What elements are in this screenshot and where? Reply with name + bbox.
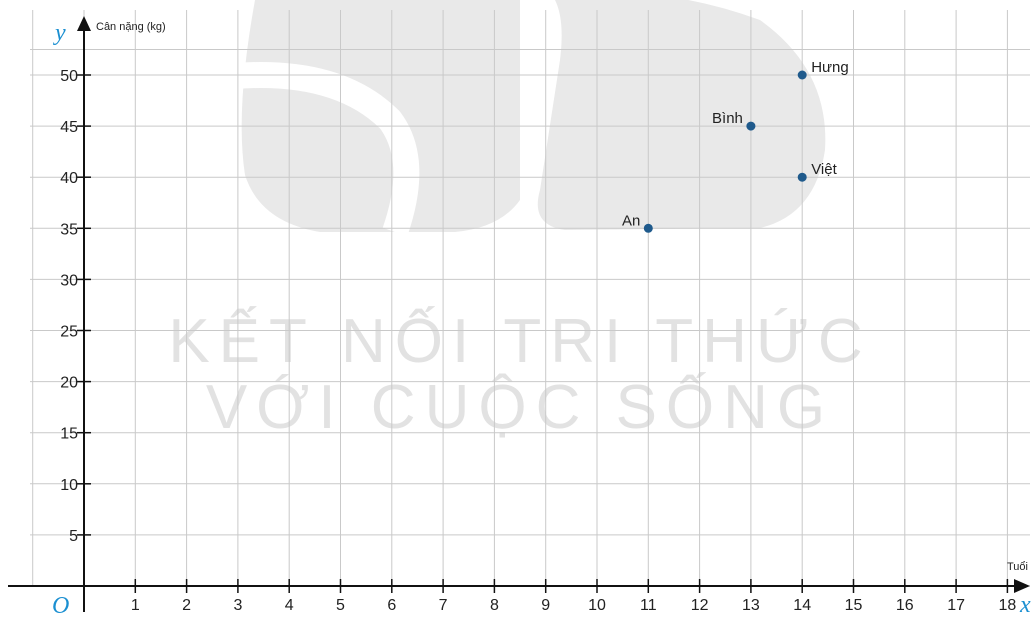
data-point-label: Việt	[811, 161, 837, 178]
x-tick-label: 10	[588, 597, 606, 614]
data-point-label: An	[622, 212, 640, 229]
y-tick-label: 50	[60, 68, 78, 85]
y-tick-label: 5	[69, 528, 78, 545]
x-axis-arrow	[1014, 579, 1030, 593]
y-axis-letter: y	[53, 20, 66, 46]
data-point	[797, 70, 807, 80]
x-tick-label: 8	[490, 597, 499, 614]
watermark-line-2: VỚI CUỘC SỐNG	[206, 373, 834, 442]
x-tick-label: 7	[439, 597, 448, 614]
x-tick-label: 13	[742, 597, 760, 614]
data-point-label: Hưng	[811, 59, 849, 76]
x-tick-label: 1	[131, 597, 140, 614]
x-tick-label: 4	[285, 597, 294, 614]
watermark: KẾT NỐI TRI THỨC VỚI CUỘC SỐNG	[168, 0, 871, 442]
x-tick-label: 3	[233, 597, 242, 614]
y-axis-arrow	[77, 16, 91, 31]
x-tick-label: 6	[387, 597, 396, 614]
x-tick-label: 14	[793, 597, 811, 614]
x-tick-label: 17	[947, 597, 965, 614]
x-tick-label: 5	[336, 597, 345, 614]
y-tick-label: 20	[60, 375, 78, 392]
origin-label: O	[52, 593, 69, 617]
data-point-label: Bình	[712, 110, 743, 127]
x-tick-label: 2	[182, 597, 191, 614]
grid	[30, 10, 1030, 587]
data-points: An Bình Hưng Việt	[622, 59, 849, 233]
y-tick-label: 40	[60, 170, 78, 187]
x-tick-label: 15	[845, 597, 863, 614]
data-point	[797, 172, 807, 182]
y-tick-label: 30	[60, 272, 78, 289]
y-tick-label: 35	[60, 221, 78, 238]
x-tick-label: 9	[541, 597, 550, 614]
y-tick-label: 10	[60, 477, 78, 494]
y-tick-label: 15	[60, 426, 78, 443]
x-axis-letter: x	[1019, 592, 1031, 617]
y-tick-label: 45	[60, 119, 78, 136]
ticks: 1 2 3 4 5 6 7 8 9 10 11 12 13 14 15 16 17 185101520253035…	[60, 68, 1016, 614]
x-tick-label: 11	[640, 597, 657, 614]
x-axis-title: Tuổi	[1007, 561, 1028, 573]
y-tick-label: 25	[60, 324, 78, 341]
x-tick-label: 18	[999, 597, 1017, 614]
x-tick-label: 16	[896, 597, 914, 614]
axes	[8, 16, 1030, 612]
y-axis-title: Cân nặng (kg)	[96, 21, 166, 33]
data-point	[746, 121, 756, 131]
x-tick-label: 12	[691, 597, 709, 614]
watermark-logo-right-leaf	[537, 0, 826, 230]
data-point	[643, 223, 653, 233]
watermark-line-1: KẾT NỐI TRI THỨC	[168, 307, 871, 376]
